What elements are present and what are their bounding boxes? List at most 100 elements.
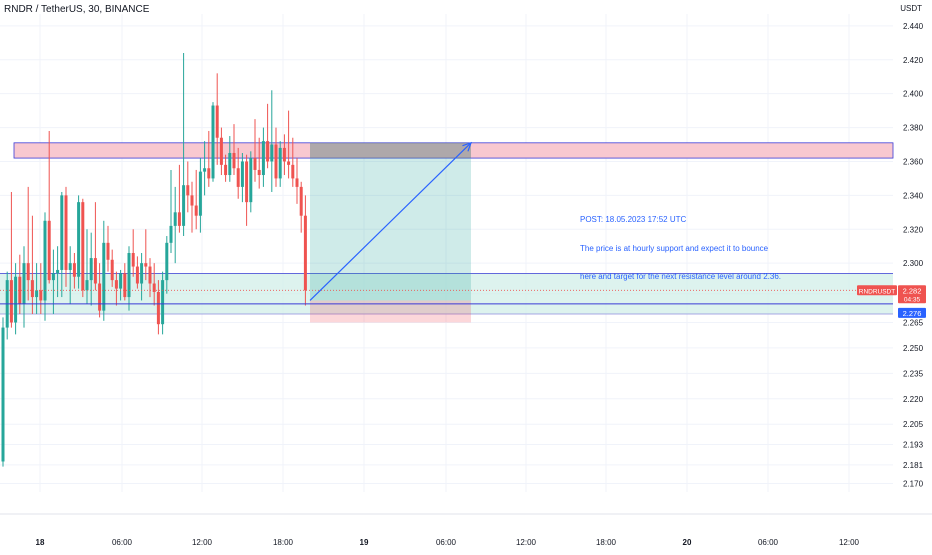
candle-body [1,327,5,462]
x-tick-label: 06:00 [436,538,457,547]
annotation-line: here and target for the next resistance … [580,272,782,281]
candle-body [148,266,152,284]
candle-body [93,258,97,284]
post-annotation[interactable]: POST: 18.05.2023 17:52 UTC The price is … [580,196,781,301]
candle-body [9,280,13,323]
x-tick-label: 20 [683,538,692,547]
candle-body [177,212,181,226]
x-tick-label: 12:00 [839,538,860,547]
candle-body [68,263,72,270]
candle-body [266,141,270,162]
last-price-text: 2.282 [903,286,922,295]
y-tick-label: 2.420 [903,56,924,65]
candle-body [253,158,257,170]
y-tick-label: 2.250 [903,344,924,353]
x-tick-label: 06:00 [112,538,133,547]
candle-body [270,144,274,162]
y-tick-label: 2.400 [903,90,924,99]
candle-body [240,161,244,187]
candle-body [228,152,232,176]
candle-body [257,169,261,176]
candle-body [110,259,114,281]
candle-body [47,220,51,281]
candle-body [106,242,110,260]
x-tick-label: 18:00 [596,538,617,547]
candle-body [295,178,299,187]
candle-body [123,273,127,298]
candle-body [144,263,148,267]
annotation-line: POST: 18.05.2023 17:52 UTC [580,215,687,224]
candle-body [152,283,156,292]
candle-body [236,168,240,187]
candle-body [89,258,93,281]
candle-body [173,212,177,226]
x-tick-label: 18 [36,538,45,547]
candle-body [131,253,135,267]
chart-title: RNDR / TetherUS, 30, BINANCE [4,4,150,15]
symbol-tag-text: RNDRUSDT [859,288,896,295]
x-tick-label: 12:00 [192,538,213,547]
long-position-tool[interactable] [310,142,471,323]
candle-body [194,205,198,216]
candle-body [186,185,190,196]
y-tick-label: 2.170 [903,480,924,489]
level-price-tag [898,307,926,318]
candle-body [43,220,47,301]
y-tick-label: 2.181 [903,461,924,470]
candle-body [282,147,286,162]
candle-body [232,152,236,169]
candle-body [156,291,160,325]
position-stop-zone [310,300,471,323]
x-tick-label: 06:00 [758,538,779,547]
y-tick-label: 2.380 [903,124,924,133]
y-tick-label: 2.320 [903,225,924,234]
annotation-line: The price is at hourly support and expec… [580,243,769,253]
candle-body [51,273,55,281]
target-arrow-line [309,142,472,301]
y-tick-label: 2.300 [903,259,924,268]
candle-body [161,280,165,325]
candle-body [203,168,207,172]
y-tick-label: 2.340 [903,191,924,200]
candle-body [18,276,22,304]
y-tick-label: 2.193 [903,441,924,450]
candle-body [81,202,85,291]
candle-body [140,263,144,284]
candle-body [60,195,64,270]
y-tick-label: 2.205 [903,420,924,429]
candle-body [165,242,169,281]
candle-body [274,144,278,179]
x-tick-label: 12:00 [516,538,537,547]
candle-body [135,266,139,284]
candle-body [198,171,202,216]
position-overlap-zone [310,142,471,159]
symbol-price-tag [857,285,897,296]
x-tick-label: 18:00 [273,538,294,547]
candle-body [211,105,215,179]
candle-body [72,263,76,277]
candlestick-series [1,52,307,467]
grid-lines [0,14,893,492]
y-tick-label: 2.235 [903,369,924,378]
candle-body [85,280,89,291]
candle-body [127,253,131,298]
overlay-lines [0,141,893,305]
target-arrow-head [462,141,472,152]
candle-body [190,195,194,206]
candle-body [98,283,102,311]
candle-body [224,164,228,176]
candle-body [30,280,34,298]
candle-body [299,186,303,216]
y-tick-label: 2.265 [903,318,924,327]
candle-body [182,185,186,226]
candle-body [119,273,123,289]
candle-body [35,290,39,298]
level-price-text: 2.276 [903,309,922,318]
candle-body [215,105,219,138]
candle-body [219,137,223,165]
candle-body [291,164,295,179]
candle-body [77,202,81,277]
